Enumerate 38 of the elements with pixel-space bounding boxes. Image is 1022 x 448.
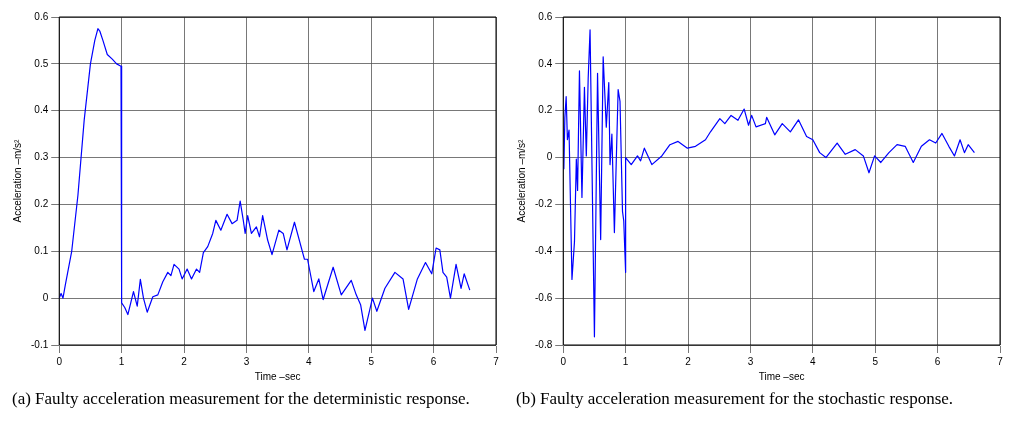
y-tick-label: 0.6 (538, 10, 553, 22)
x-tick-label: 7 (997, 355, 1004, 367)
x-tick-label: 4 (810, 355, 817, 367)
x-axis-title: Time –sec (758, 370, 805, 382)
y-tick-label: -0.6 (535, 291, 553, 303)
y-tick-label: -0.2 (535, 198, 553, 210)
x-tick-label: 7 (493, 355, 500, 367)
x-axis-title: Time –sec (254, 370, 301, 382)
y-tick-label: 0.2 (538, 104, 553, 116)
x-tick-label: 3 (243, 355, 250, 367)
x-tick-label: 1 (622, 355, 629, 367)
x-tick-label: 1 (118, 355, 125, 367)
y-tick-label: 0.5 (34, 57, 49, 69)
y-tick-label: 0.2 (34, 198, 49, 210)
y-tick-label: -0.4 (535, 245, 553, 257)
y-tick-label: 0.1 (34, 245, 49, 257)
x-tick-label: 5 (872, 355, 879, 367)
y-tick-label: 0.3 (34, 151, 49, 163)
y-tick-label: -0.1 (31, 338, 49, 350)
x-tick-label: 2 (685, 355, 692, 367)
y-axis-title: Acceleration –m/s² (11, 138, 23, 223)
x-tick-label: 5 (368, 355, 375, 367)
x-tick-label: 6 (430, 355, 437, 367)
y-tick-label: -0.8 (535, 338, 553, 350)
x-tick-label: 3 (747, 355, 754, 367)
x-tick-label: 4 (306, 355, 313, 367)
y-tick-label: 0.4 (34, 104, 49, 116)
y-tick-label: 0 (546, 151, 553, 163)
y-axis-title: Acceleration –m/s² (515, 138, 527, 223)
x-tick-label: 0 (56, 355, 63, 367)
text: (a) Faulty acceleration measurement for the deterministic response. (11, 388, 471, 408)
y-tick-label: 0 (42, 291, 49, 303)
y-tick-label: 0.6 (34, 10, 49, 22)
x-tick-label: 2 (181, 355, 188, 367)
x-tick-label: 0 (560, 355, 567, 367)
y-tick-label: 0.4 (538, 57, 553, 69)
x-tick-label: 6 (934, 355, 941, 367)
text: (b) Faulty acceleration measurement for the stochastic response. (515, 388, 955, 408)
